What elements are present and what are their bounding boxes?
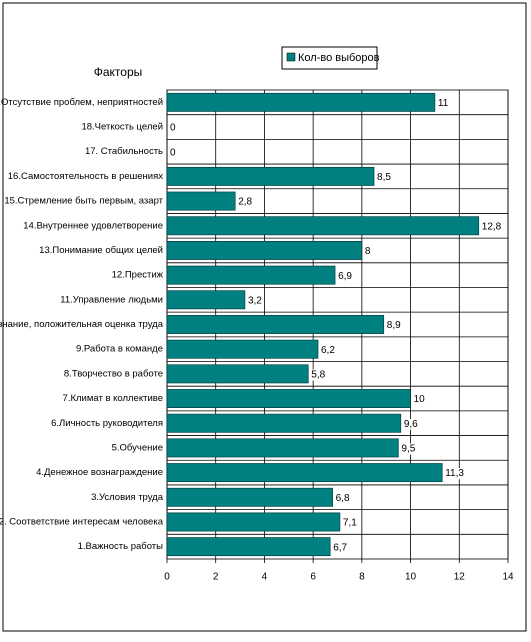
legend-label: Кол-во выборов bbox=[298, 52, 380, 64]
x-tick-label: 0 bbox=[164, 572, 170, 583]
bar bbox=[166, 364, 309, 384]
y-tick-label: 10.Признание, положительная оценка труда bbox=[0, 319, 164, 330]
value-label-bg bbox=[385, 320, 403, 332]
value-label: 3,2 bbox=[248, 295, 262, 306]
value-label-bg bbox=[337, 270, 354, 282]
value-label: 6,9 bbox=[338, 271, 352, 282]
y-tick-label: 15.Стремление быть первым, азарт bbox=[4, 196, 163, 207]
bar bbox=[166, 463, 443, 483]
x-tick-label: 8 bbox=[359, 572, 365, 583]
value-label-bg bbox=[332, 542, 349, 554]
bar bbox=[166, 92, 436, 112]
value-label-bg bbox=[310, 369, 327, 381]
x-tick-label: 4 bbox=[262, 572, 268, 583]
bar bbox=[166, 512, 341, 532]
x-tick-label: 10 bbox=[405, 572, 417, 583]
value-label-bg bbox=[169, 147, 177, 159]
bar bbox=[166, 537, 331, 557]
y-tick-label: 19.Отсутствие проблем, неприятностей bbox=[0, 97, 163, 108]
value-label-bg bbox=[363, 246, 372, 258]
y-tick-label: 6.Личность руководителя bbox=[51, 418, 163, 429]
bar bbox=[166, 487, 333, 507]
bar bbox=[166, 339, 319, 359]
value-label: 6,8 bbox=[336, 493, 350, 504]
y-tick-label: 4.Денежное вознаграждение bbox=[36, 467, 163, 478]
bar bbox=[166, 166, 375, 186]
y-tick-label: 14.Внутреннее удовлетворение bbox=[23, 220, 163, 231]
value-label-bg bbox=[436, 97, 450, 109]
bar bbox=[166, 290, 246, 310]
value-label-bg bbox=[400, 443, 417, 455]
value-label: 7,1 bbox=[343, 518, 357, 529]
value-label: 8,5 bbox=[377, 172, 391, 183]
x-tick-label: 2 bbox=[213, 572, 219, 583]
value-label: 11,3 bbox=[445, 468, 464, 479]
value-label-bg bbox=[412, 394, 427, 406]
value-label: 6,2 bbox=[321, 345, 335, 356]
value-label-bg bbox=[480, 221, 503, 233]
value-label-bg bbox=[376, 172, 393, 184]
y-tick-label: 17. Стабильность bbox=[85, 146, 163, 157]
x-tick-label: 12 bbox=[454, 572, 466, 583]
y-tick-label: 18.Четкость целей bbox=[81, 122, 163, 133]
y-tick-label: 8.Творчество в работе bbox=[64, 368, 163, 379]
value-label: 9,6 bbox=[404, 419, 418, 430]
x-tick-label: 14 bbox=[502, 572, 514, 583]
axis-title: Факторы bbox=[94, 65, 143, 79]
bar bbox=[166, 413, 402, 433]
value-label: 2,8 bbox=[238, 197, 252, 208]
value-label-bg bbox=[320, 344, 337, 356]
value-label-bg bbox=[402, 418, 420, 430]
y-tick-label: 13.Понимание общих целей bbox=[39, 245, 163, 256]
y-tick-label: 2. Соответствие интересам человека bbox=[0, 516, 164, 527]
value-label-bg bbox=[237, 196, 254, 208]
y-tick-label: 12.Престиж bbox=[112, 270, 164, 281]
bar bbox=[166, 265, 336, 285]
value-label: 0 bbox=[170, 147, 176, 158]
value-label: 6,7 bbox=[333, 542, 347, 553]
bar bbox=[166, 216, 480, 236]
bar bbox=[166, 241, 363, 260]
y-tick-label: 1.Важность работы bbox=[78, 541, 164, 552]
value-label: 12,8 bbox=[482, 221, 502, 232]
value-label: 11 bbox=[438, 98, 449, 109]
y-tick-label: 11.Управление людьми bbox=[60, 294, 163, 305]
value-label: 0 bbox=[170, 123, 176, 134]
value-label: 8,9 bbox=[387, 320, 401, 331]
bar bbox=[166, 191, 236, 211]
value-label: 10 bbox=[414, 394, 426, 405]
legend-box bbox=[281, 46, 378, 70]
value-label-bg bbox=[246, 295, 264, 307]
y-tick-label: 7.Климат в коллективе bbox=[63, 393, 163, 404]
value-label-bg bbox=[334, 492, 351, 504]
y-tick-label: 3.Условия труда bbox=[91, 492, 164, 503]
x-tick-label: 6 bbox=[310, 572, 316, 583]
legend-swatch bbox=[286, 52, 296, 62]
value-label-bg bbox=[169, 122, 177, 134]
y-tick-label: 5.Обучение bbox=[112, 442, 163, 453]
bar bbox=[166, 315, 385, 334]
value-label: 9,5 bbox=[401, 444, 415, 455]
y-tick-label: 16.Самостоятельность в решениях bbox=[8, 171, 163, 182]
value-label-bg bbox=[444, 468, 466, 480]
bar bbox=[166, 389, 411, 408]
value-label-bg bbox=[341, 517, 359, 529]
y-tick-label: 9.Работа в команде bbox=[76, 344, 163, 355]
value-label: 8 bbox=[365, 246, 371, 257]
bar bbox=[166, 438, 399, 458]
value-label: 5,8 bbox=[311, 370, 325, 381]
